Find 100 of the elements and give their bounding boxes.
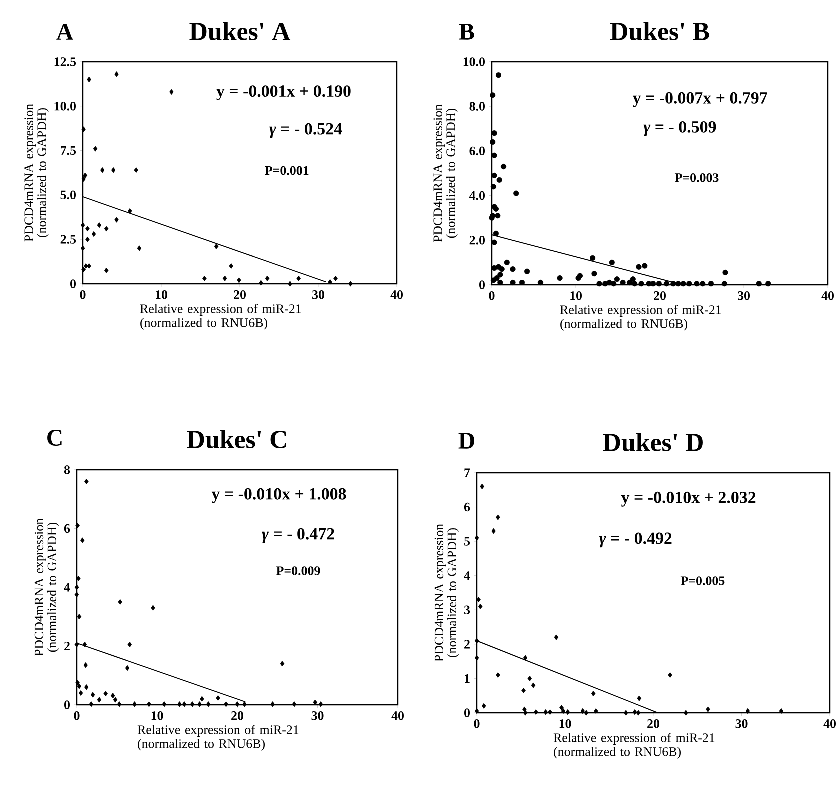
text: C bbox=[48, 430, 62, 446]
point bbox=[84, 478, 89, 485]
point bbox=[561, 708, 566, 714]
annotation: P=0.009 bbox=[276, 566, 320, 576]
point bbox=[348, 281, 353, 287]
point bbox=[202, 276, 207, 282]
annotation: y = -0.010x + 1.008 bbox=[212, 488, 346, 504]
point bbox=[235, 702, 240, 708]
point bbox=[110, 693, 116, 699]
annotation: P=0.003 bbox=[674, 174, 719, 182]
y-tick-label: 0 bbox=[480, 280, 485, 290]
point bbox=[82, 176, 86, 182]
y-tick-label: 4 bbox=[64, 583, 70, 592]
point bbox=[76, 576, 81, 582]
point bbox=[706, 706, 710, 712]
point bbox=[76, 523, 80, 529]
point bbox=[97, 222, 102, 228]
text: D bbox=[458, 433, 474, 449]
point bbox=[318, 702, 324, 708]
x-tick-label: 10 bbox=[560, 720, 572, 728]
y-tick-label: 4 bbox=[464, 572, 470, 580]
x-tick-label: 30 bbox=[736, 720, 748, 728]
y-tick-label: 10.0 bbox=[464, 58, 485, 66]
annotation: γ = - 0.472 bbox=[262, 528, 334, 544]
point bbox=[636, 710, 641, 716]
point bbox=[580, 708, 586, 714]
annotation: y = -0.010x + 2.032 bbox=[621, 492, 756, 507]
point bbox=[100, 168, 105, 174]
x-tick-label: 20 bbox=[232, 712, 244, 720]
point bbox=[97, 697, 102, 703]
point bbox=[632, 710, 638, 716]
point bbox=[147, 702, 152, 708]
point bbox=[200, 696, 204, 702]
point bbox=[288, 281, 292, 287]
point bbox=[83, 172, 88, 178]
annotation: y = -0.001x + 0.190 bbox=[216, 86, 351, 101]
point bbox=[270, 702, 275, 708]
point bbox=[82, 642, 88, 648]
point bbox=[206, 702, 211, 708]
point bbox=[534, 710, 538, 716]
point bbox=[584, 710, 589, 716]
x-tick-label: 30 bbox=[738, 292, 750, 300]
y-tick-label: 4.0 bbox=[469, 191, 485, 200]
x-tick-label: 0 bbox=[80, 290, 86, 300]
point bbox=[113, 697, 118, 703]
y-axis-title: PDCD4mRNA expression (normalized to GAPDH) bbox=[34, 518, 60, 656]
point bbox=[522, 688, 526, 694]
x-axis-title: Relative expression of miR-21 (normalized to RNU6B) bbox=[140, 304, 302, 330]
point bbox=[779, 708, 784, 714]
point bbox=[198, 702, 202, 708]
point bbox=[114, 72, 119, 78]
point bbox=[237, 278, 242, 284]
x-tick-label: 20 bbox=[654, 292, 666, 300]
chart-title: Dukes' A bbox=[190, 22, 291, 40]
y-tick-label: 6.0 bbox=[470, 146, 485, 156]
point bbox=[528, 676, 532, 682]
point bbox=[137, 246, 142, 252]
text: B bbox=[459, 24, 474, 40]
point bbox=[242, 702, 247, 708]
point bbox=[80, 538, 85, 544]
x-tick-label: 40 bbox=[824, 720, 836, 728]
point bbox=[548, 710, 552, 716]
point bbox=[496, 514, 500, 520]
y-tick-label: 7 bbox=[464, 468, 470, 478]
point bbox=[482, 703, 486, 709]
point bbox=[77, 614, 82, 620]
point bbox=[224, 702, 228, 708]
x-tick-label: 40 bbox=[390, 290, 403, 300]
y-tick-label: 7.5 bbox=[61, 146, 76, 156]
y-tick-label: 8.0 bbox=[470, 102, 485, 111]
point bbox=[90, 692, 96, 698]
point bbox=[292, 702, 297, 708]
point bbox=[151, 605, 156, 611]
point bbox=[190, 702, 195, 708]
annotation: P=0.001 bbox=[265, 166, 309, 176]
point bbox=[566, 710, 570, 716]
point bbox=[544, 710, 548, 716]
y-tick-label: 2.5 bbox=[60, 235, 76, 244]
point bbox=[84, 662, 88, 668]
chart-title: Dukes' B bbox=[610, 22, 710, 40]
point bbox=[86, 236, 90, 242]
point bbox=[265, 276, 270, 282]
point bbox=[637, 696, 642, 702]
point bbox=[229, 263, 234, 270]
point bbox=[523, 710, 528, 716]
x-tick-label: 10 bbox=[156, 290, 168, 300]
point bbox=[594, 708, 598, 714]
text: A bbox=[56, 24, 74, 40]
x-tick-label: 30 bbox=[312, 712, 324, 720]
point bbox=[117, 702, 122, 708]
x-tick-label: 10 bbox=[570, 292, 582, 300]
x-axis-title: Relative expression of miR-21 (normalized to RNU6B) bbox=[138, 725, 299, 751]
point bbox=[162, 702, 167, 708]
point bbox=[93, 146, 98, 152]
y-axis-title: PDCD4mRNA expression (normalized to GAPDH) bbox=[434, 524, 460, 662]
point bbox=[86, 226, 90, 232]
point bbox=[76, 680, 80, 686]
point bbox=[104, 268, 109, 274]
annotation: γ = - 0.524 bbox=[269, 123, 342, 138]
annotation: γ = - 0.509 bbox=[644, 121, 716, 136]
